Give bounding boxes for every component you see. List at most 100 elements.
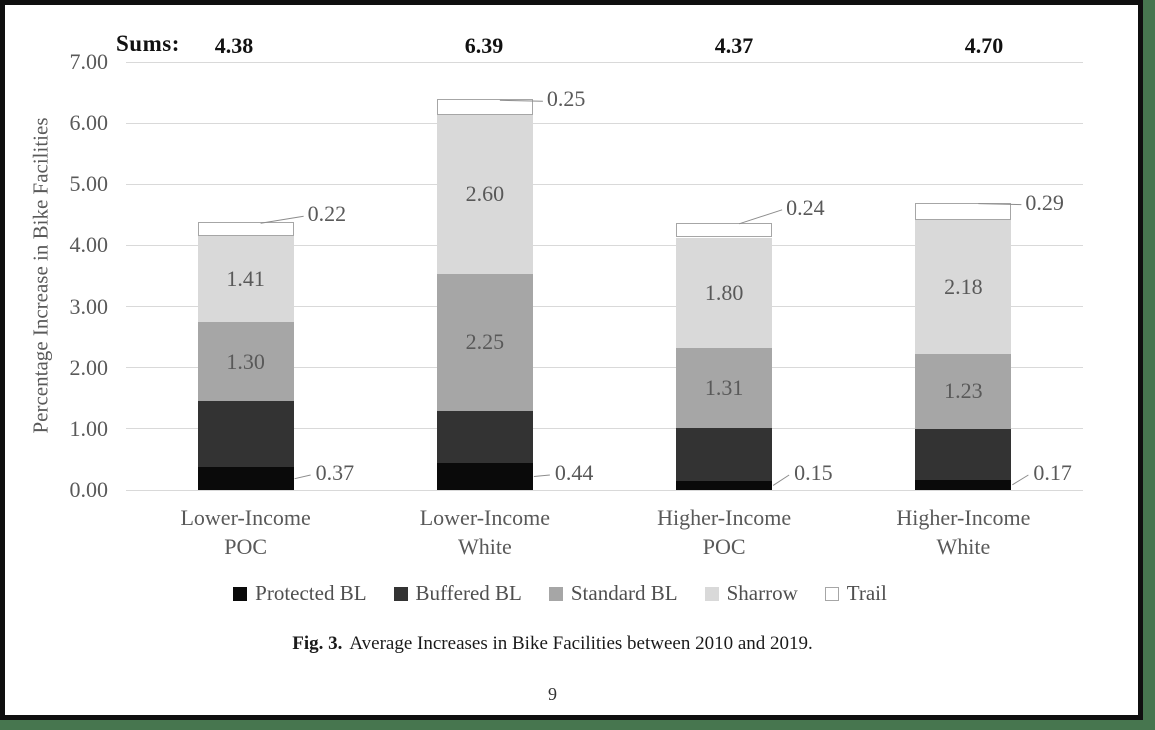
legend-label: Buffered BL: [415, 581, 522, 605]
gridline: [126, 489, 1083, 491]
x-category-label: Higher-Income White: [848, 503, 1078, 561]
leader-line: [772, 474, 790, 486]
bar-segment-protected-bl: [197, 467, 294, 490]
x-category-label: Lower-Income White: [370, 503, 600, 561]
figure-caption-label: Fig. 3.: [292, 633, 343, 654]
legend-label: Standard BL: [570, 581, 678, 605]
sum-value: 6.39: [464, 33, 504, 58]
leader-line: [260, 215, 304, 224]
x-category-line1: Lower-Income: [180, 505, 311, 530]
gridline: [126, 306, 1083, 308]
figure-caption: Fig. 3. Average Increases in Bike Facilit…: [0, 633, 1105, 655]
x-category-line2: White: [457, 534, 512, 559]
bar-segment-trail: [676, 222, 773, 238]
y-tick-label: 0.00: [69, 477, 109, 502]
bar-segment-sharrow: [197, 235, 294, 322]
leader-line: [738, 209, 783, 225]
bar-segment-protected-bl: [676, 480, 773, 490]
leader-line: [1012, 474, 1029, 486]
bar-segment-trail: [915, 202, 1012, 221]
legend-swatch-protected-bl: [233, 586, 248, 601]
segment-value-label: 1.31: [704, 374, 744, 400]
callout-value-label: 0.29: [1025, 189, 1064, 215]
bar-segment-trail: [197, 222, 294, 236]
bar-segment-standard-bl: [915, 353, 1012, 429]
sum-value: 4.70: [964, 33, 1004, 58]
legend-item-protected-bl: Protected BL: [233, 581, 367, 606]
callout-value-label: 0.44: [554, 460, 594, 485]
x-category-line1: Higher-Income: [896, 505, 1031, 530]
bar-segment-protected-bl: [436, 463, 533, 490]
callout-value-label: 0.37: [315, 460, 355, 485]
legend-item-buffered-bl: Buffered BL: [393, 581, 522, 606]
y-axis-title: Percentage Increase in Bike Facilities: [28, 117, 53, 434]
segment-value-label: 1.41: [226, 265, 265, 291]
x-category-label: Higher-Income POC: [609, 503, 839, 561]
bar-segment-buffered-bl: [197, 401, 294, 468]
segment-value-label: 1.23: [944, 378, 983, 404]
leader-line: [978, 203, 1022, 206]
bar-segment-sharrow: [676, 237, 773, 348]
bar-segment-buffered-bl: [915, 428, 1012, 480]
leader-line: [294, 474, 311, 480]
bar-segment-standard-bl: [197, 321, 294, 402]
callout-value-label: 0.17: [1033, 460, 1072, 485]
legend-item-sharrow: Sharrow: [704, 581, 798, 606]
segment-value-label: 1.80: [704, 279, 744, 305]
gridline: [126, 428, 1083, 430]
bar-segment-sharrow: [436, 114, 533, 274]
legend-item-trail: Trail: [824, 581, 887, 606]
callout-value-label: 0.15: [794, 460, 833, 485]
gridline: [126, 61, 1083, 63]
figure-caption-text: Average Increases in Bike Facilities bet…: [349, 633, 813, 654]
legend-label: Sharrow: [726, 581, 798, 605]
legend-label: Trail: [846, 581, 887, 605]
bar-segment-protected-bl: [915, 479, 1012, 490]
x-category-line2: White: [936, 534, 991, 559]
x-category-label: Lower-Income POC: [131, 503, 361, 561]
legend-swatch-buffered-bl: [393, 586, 408, 601]
segment-value-label: 2.25: [465, 329, 505, 355]
gridline: [126, 183, 1083, 185]
chart-legend: Protected BL Buffered BL Standard BL Sharro…: [40, 581, 1080, 606]
callout-value-label: 0.22: [307, 201, 347, 227]
bar-segment-standard-bl: [676, 347, 773, 428]
gridline: [126, 367, 1083, 369]
leader-line: [533, 474, 550, 478]
sum-value: 4.38: [214, 33, 254, 58]
gridline: [126, 122, 1083, 124]
x-category-line2: POC: [702, 534, 746, 559]
gridline: [126, 244, 1083, 246]
sum-value: 4.37: [714, 33, 754, 58]
callout-value-label: 0.25: [546, 86, 586, 112]
segment-value-label: 1.30: [226, 348, 265, 374]
sums-row-label: Sums:: [116, 31, 180, 56]
leader-line: [499, 99, 543, 102]
bar-segment-trail: [436, 99, 533, 115]
legend-swatch-trail: [824, 586, 839, 601]
segment-value-label: 2.60: [465, 181, 505, 207]
bar-segment-sharrow: [915, 220, 1012, 354]
bar-segment-buffered-bl: [436, 411, 533, 464]
legend-swatch-sharrow: [704, 586, 719, 601]
bar-segment-standard-bl: [436, 273, 533, 412]
x-category-line1: Higher-Income: [657, 505, 792, 530]
bar-segment-buffered-bl: [676, 427, 773, 481]
segment-value-label: 2.18: [944, 274, 983, 299]
x-category-line2: POC: [224, 534, 268, 559]
page-number: 9: [548, 684, 557, 704]
x-category-line1: Lower-Income: [419, 505, 551, 530]
legend-label: Protected BL: [255, 581, 367, 605]
callout-value-label: 0.24: [786, 194, 825, 220]
y-tick-label: 7.00: [69, 49, 109, 74]
